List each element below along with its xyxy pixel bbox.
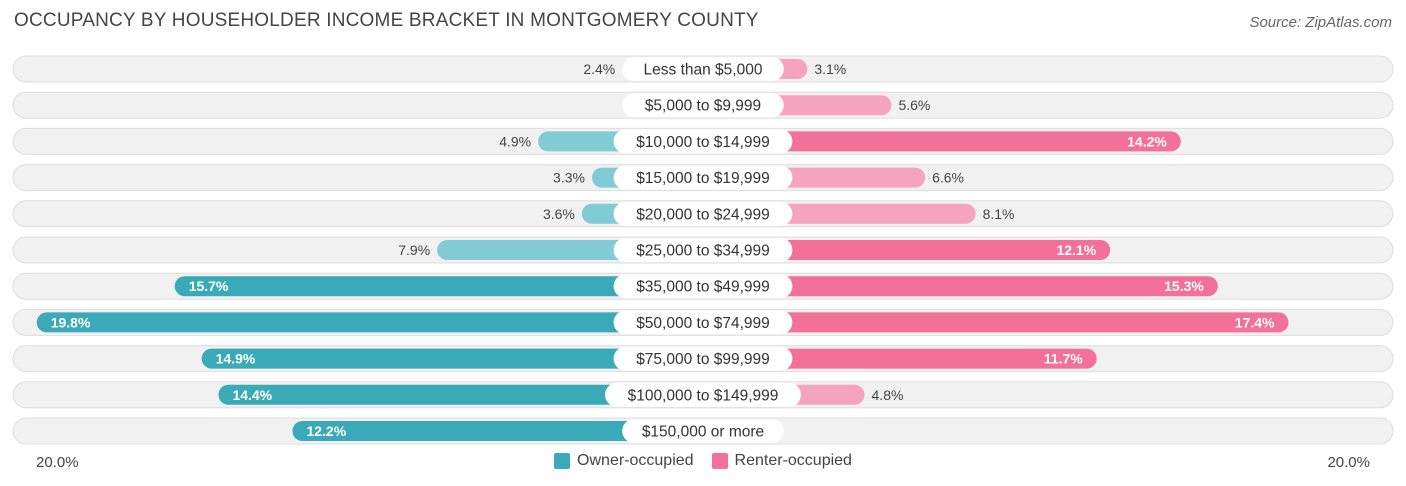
- renter-value-label: 8.1%: [983, 206, 1015, 222]
- axis-label-left: 20.0%: [36, 454, 79, 471]
- category-label: $5,000 to $9,999: [645, 98, 761, 115]
- renter-bar: [703, 131, 1181, 152]
- owner-value-label: 14.4%: [232, 387, 272, 403]
- owner-value-label: 4.9%: [499, 133, 531, 149]
- category-label: $50,000 to $74,999: [636, 315, 770, 332]
- owner-value-label: 3.6%: [543, 206, 575, 222]
- legend-swatch-renter: [711, 453, 728, 469]
- renter-bar: [703, 348, 1097, 369]
- category-label-pill: [613, 274, 793, 299]
- category-label-pill: [613, 165, 793, 190]
- renter-value-label: 17.4%: [1235, 314, 1275, 330]
- source-note: Source: ZipAtlas.com: [1249, 14, 1392, 31]
- legend: Owner-occupied Renter-occupied: [0, 452, 1406, 470]
- owner-value-label: 19.8%: [51, 314, 91, 330]
- owner-value-label: 15.7%: [189, 278, 229, 294]
- category-label-pill: [622, 93, 784, 118]
- owner-bar: [218, 384, 703, 405]
- category-label-pill: [605, 382, 801, 407]
- category-label-pill: [613, 238, 793, 262]
- renter-value-label: 14.2%: [1127, 133, 1167, 149]
- category-label: $150,000 or more: [642, 424, 764, 441]
- category-label-pill: [622, 419, 784, 443]
- owner-value-label: 14.9%: [216, 351, 256, 367]
- chart-title: OCCUPANCY BY HOUSEHOLDER INCOME BRACKET …: [14, 10, 759, 31]
- renter-bar: [703, 312, 1289, 333]
- axis-label-right: 20.0%: [1327, 454, 1370, 471]
- category-label: $75,000 to $99,999: [636, 351, 770, 368]
- renter-bar: [703, 276, 1218, 297]
- category-label-pill: [622, 57, 784, 81]
- diverging-bar-chart: 2.4%3.1%Less than $5,0000.79%5.6%$5,000 …: [12, 55, 1394, 445]
- renter-value-label: 4.8%: [872, 387, 904, 403]
- owner-value-label: 7.9%: [398, 242, 430, 258]
- owner-bar: [36, 312, 704, 333]
- owner-bar: [174, 276, 703, 297]
- renter-value-label: 15.3%: [1164, 278, 1204, 294]
- category-label-pill: [613, 310, 793, 335]
- renter-value-label: 6.6%: [932, 170, 964, 186]
- category-label-pill: [613, 129, 793, 154]
- legend-label-owner: Owner-occupied: [577, 452, 694, 469]
- renter-value-label: 11.7%: [1044, 351, 1083, 367]
- category-label: $20,000 to $24,999: [636, 206, 770, 223]
- renter-value-label: 3.1%: [814, 61, 846, 77]
- category-label-pill: [613, 346, 793, 371]
- category-label: $100,000 to $149,999: [628, 387, 779, 404]
- category-label: $10,000 to $14,999: [636, 134, 770, 151]
- owner-value-label: 3.3%: [553, 170, 585, 186]
- category-label-pill: [613, 201, 793, 226]
- renter-bar: [703, 240, 1111, 260]
- category-label: $25,000 to $34,999: [636, 243, 770, 260]
- renter-value-label: 5.6%: [898, 97, 930, 113]
- legend-item-renter: Renter-occupied: [711, 452, 852, 470]
- category-label: Less than $5,000: [644, 62, 763, 79]
- category-label: $35,000 to $49,999: [636, 279, 770, 296]
- owner-bar: [201, 348, 704, 369]
- category-label: $15,000 to $19,999: [636, 170, 770, 187]
- owner-value-label: 2.4%: [583, 61, 615, 77]
- legend-item-owner: Owner-occupied: [554, 452, 694, 470]
- legend-label-renter: Renter-occupied: [734, 452, 852, 469]
- renter-value-label: 12.1%: [1056, 242, 1096, 258]
- owner-bar: [292, 421, 703, 441]
- legend-swatch-owner: [554, 453, 571, 469]
- owner-value-label: 12.2%: [306, 423, 346, 439]
